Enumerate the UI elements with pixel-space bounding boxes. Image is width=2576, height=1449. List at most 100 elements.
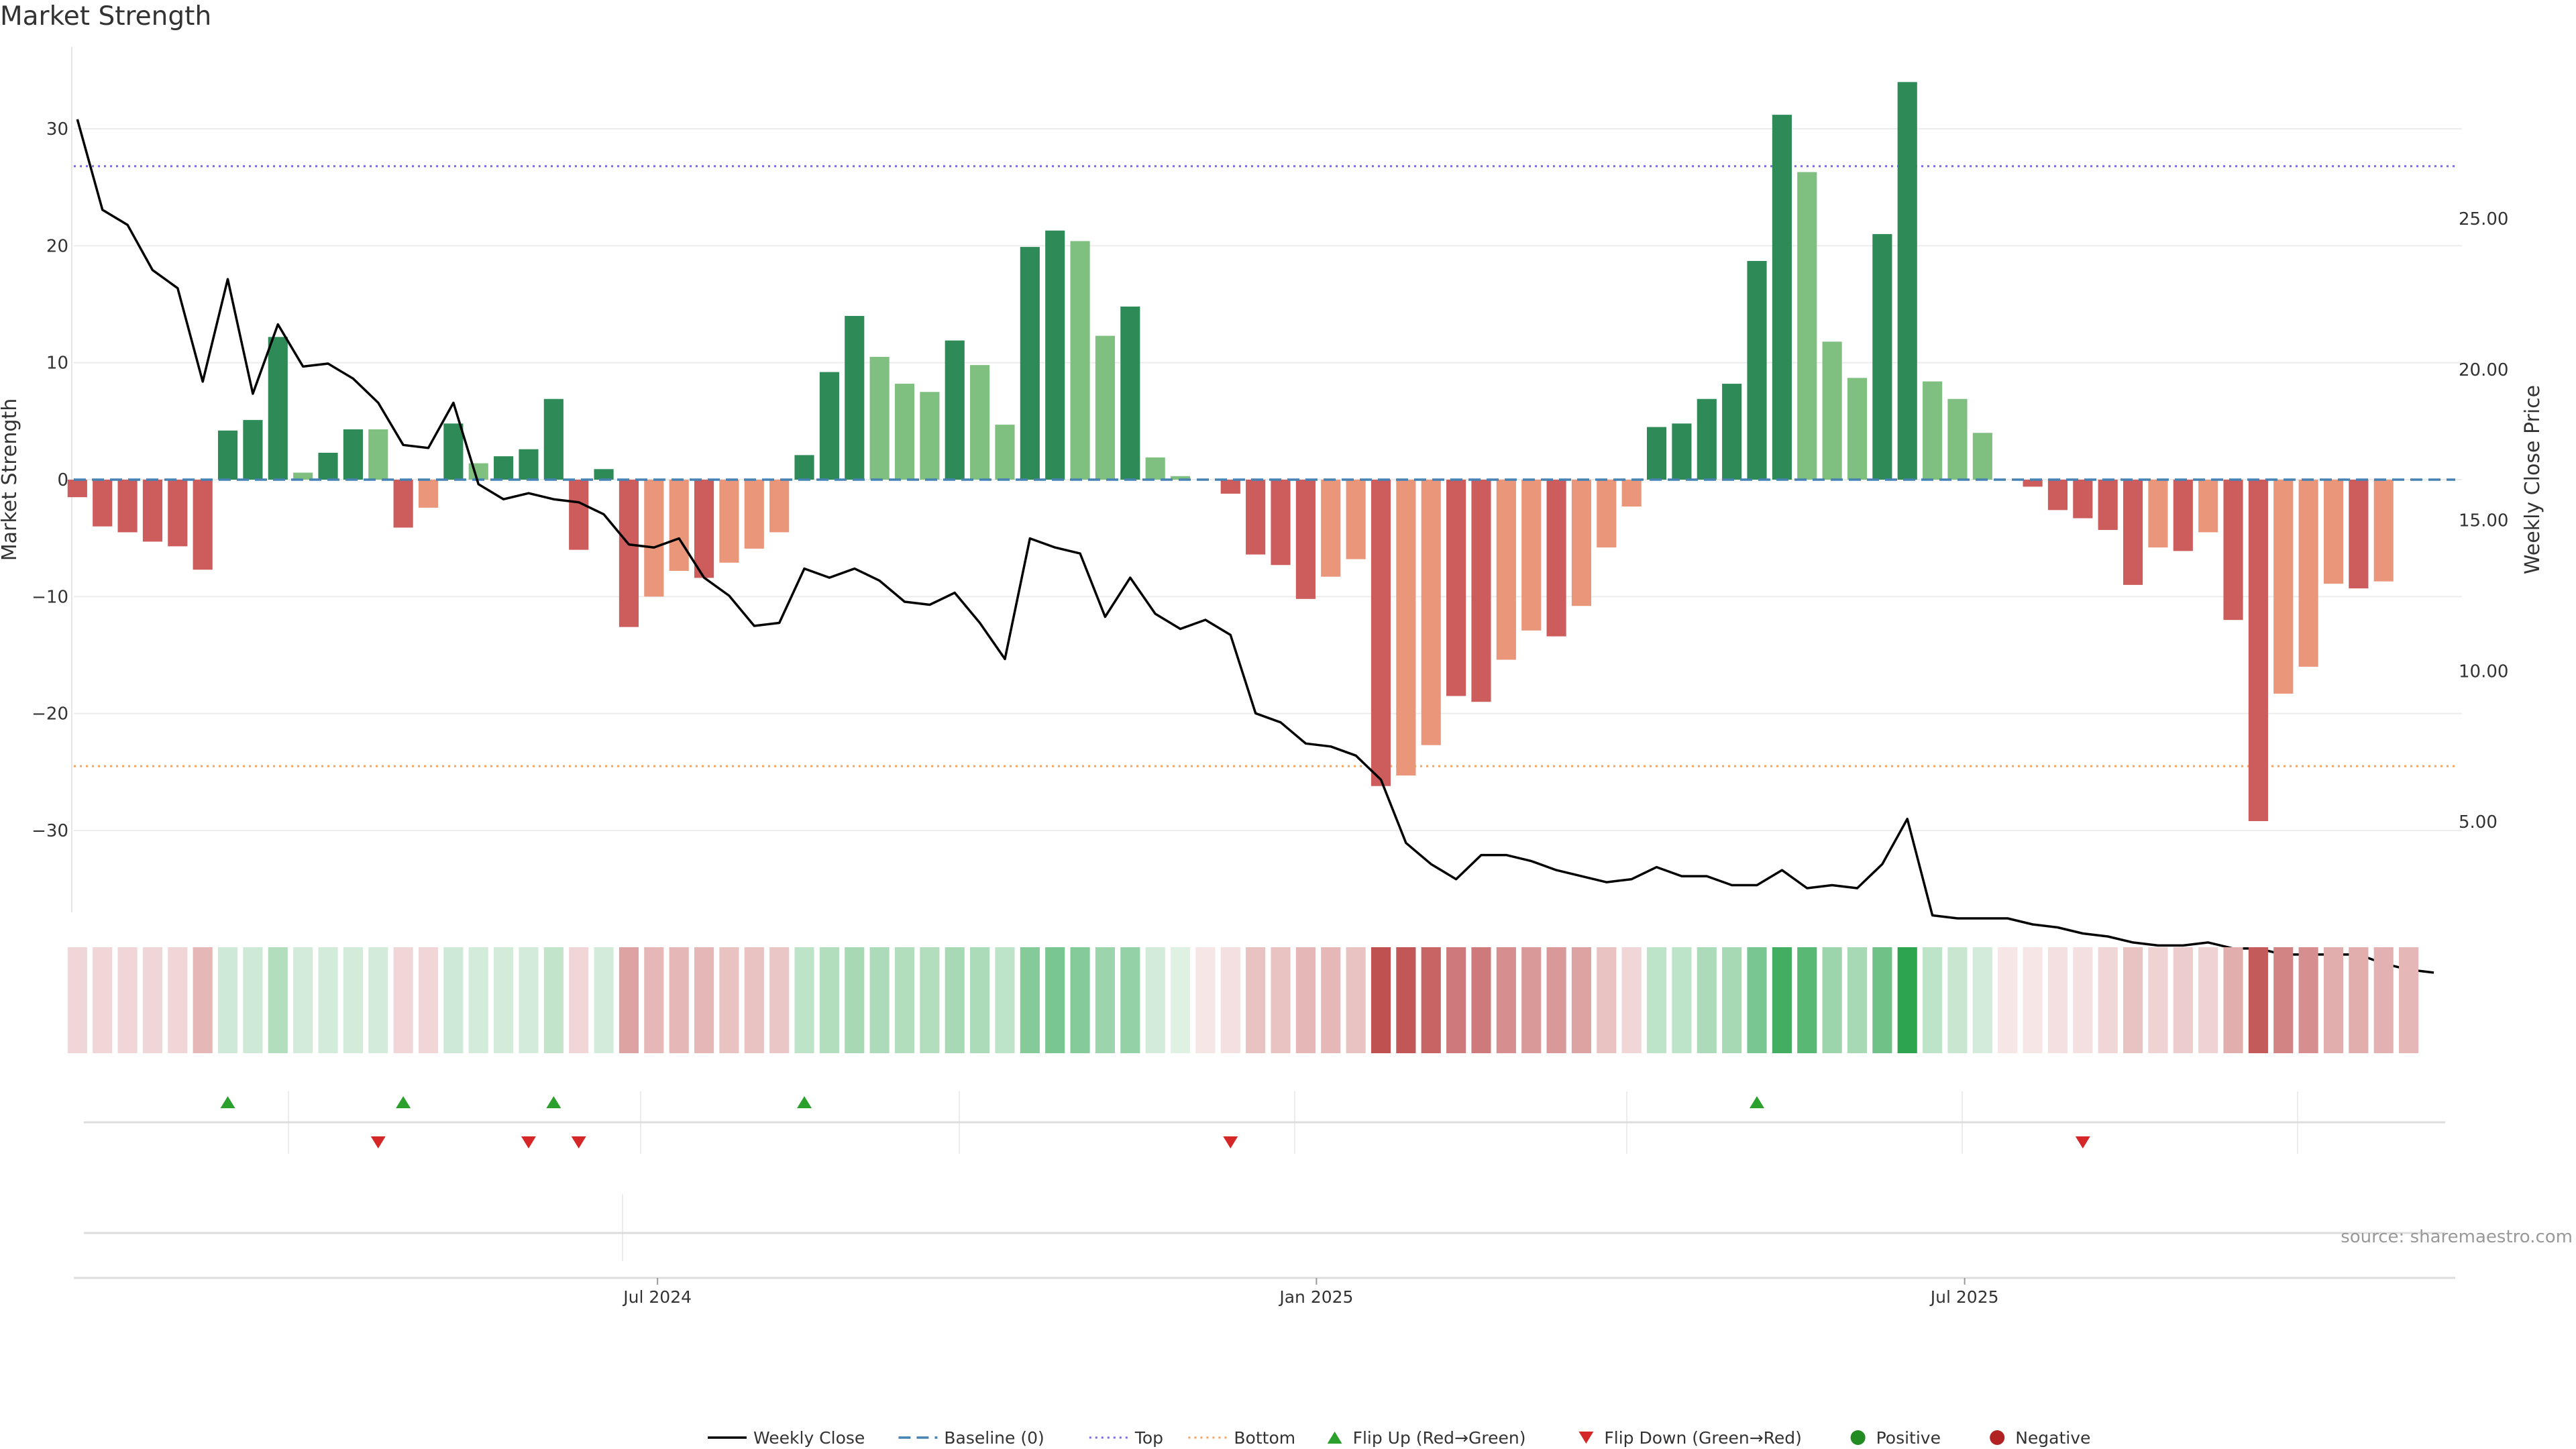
strength-bar	[2173, 480, 2193, 551]
heat-cell	[1697, 947, 1717, 1053]
heat-cell	[1722, 947, 1742, 1053]
heat-cell	[117, 947, 138, 1053]
strength-bar	[1095, 335, 1116, 480]
strength-bar	[543, 398, 564, 480]
heat-cell	[2223, 947, 2243, 1053]
heat-cell	[744, 947, 764, 1053]
heat-cell	[217, 947, 238, 1053]
strength-bar	[217, 430, 238, 480]
legend-positive-icon	[1850, 1430, 1866, 1445]
heat-cell	[1371, 947, 1391, 1053]
strength-bar	[343, 429, 363, 480]
heat-cell	[418, 947, 439, 1053]
strength-bar	[1145, 457, 1165, 480]
heat-cell	[2399, 947, 2419, 1053]
heat-cell	[67, 947, 87, 1053]
strength-bar	[1446, 480, 1466, 696]
heat-cell	[970, 947, 990, 1053]
strength-bar	[93, 480, 113, 527]
y2-tick-label: 10.00	[2459, 661, 2508, 682]
heat-cell	[845, 947, 865, 1053]
legend-item: Baseline (0)	[898, 1428, 1044, 1448]
y-axis-label: Market Strength	[0, 398, 21, 561]
heat-cell	[293, 947, 313, 1053]
heat-cell	[1346, 947, 1366, 1053]
legend-label: Flip Down (Green→Red)	[1604, 1428, 1802, 1448]
strength-bar	[368, 429, 388, 480]
strength-bar	[1822, 341, 1842, 480]
heat-cell	[644, 947, 664, 1053]
heat-cell	[769, 947, 790, 1053]
strength-bar	[569, 480, 589, 550]
strength-bar	[1772, 115, 1792, 480]
y2-tick-label: 5.00	[2459, 812, 2498, 833]
heat-cell	[243, 947, 263, 1053]
heat-cell	[1195, 947, 1216, 1053]
strength-bar	[1220, 480, 1240, 494]
legend-item: Negative	[1990, 1428, 2090, 1448]
strength-bar	[2298, 480, 2318, 667]
y-tick-label: 0	[57, 470, 68, 490]
strength-bar	[794, 455, 814, 480]
strength-bar	[1120, 307, 1140, 480]
strength-bar	[2123, 480, 2143, 585]
flip-down-marker	[370, 1136, 386, 1148]
strength-bar	[970, 365, 990, 480]
source-note: source: sharemaestro.com	[2341, 1227, 2573, 1247]
y2-axis-label: Weekly Close Price	[2521, 385, 2544, 574]
heat-cell	[2098, 947, 2118, 1053]
strength-bar	[845, 315, 865, 480]
y2-tick-label: 25.00	[2459, 209, 2508, 229]
strength-bar	[2047, 480, 2068, 511]
heat-cell	[1972, 947, 1992, 1053]
heat-cell	[2023, 947, 2043, 1053]
strength-bar	[769, 480, 790, 533]
heat-cell	[343, 947, 363, 1053]
y2-tick-label: 20.00	[2459, 360, 2508, 380]
heat-cell	[869, 947, 890, 1053]
heat-cell	[619, 947, 639, 1053]
strength-bar	[1947, 398, 1968, 480]
strength-bar	[67, 480, 87, 498]
heat-cell	[1847, 947, 1868, 1053]
strength-bar	[318, 452, 338, 480]
strength-bar	[819, 372, 839, 480]
flip-down-marker	[2075, 1136, 2090, 1148]
heat-cell	[168, 947, 188, 1053]
heat-cell	[669, 947, 689, 1053]
strength-bar	[1972, 433, 1992, 480]
strength-bar	[719, 480, 739, 563]
strength-bar	[1747, 261, 1767, 480]
strength-bar	[2098, 480, 2118, 530]
strength-bar	[243, 420, 263, 480]
strength-bar	[1271, 480, 1291, 566]
strength-bar	[519, 449, 539, 480]
heat-cell	[1897, 947, 1917, 1053]
strength-bar	[1697, 398, 1717, 480]
heat-cell	[393, 947, 413, 1053]
strength-bar	[2273, 480, 2294, 694]
flip-up-marker	[797, 1096, 812, 1108]
heat-cell	[995, 947, 1015, 1053]
strength-bar	[1346, 480, 1366, 559]
legend-label: Top	[1134, 1428, 1163, 1448]
flip-up-marker	[1750, 1096, 1765, 1108]
heat-cell	[2349, 947, 2369, 1053]
strength-bar	[1295, 480, 1316, 599]
heat-cell	[1020, 947, 1040, 1053]
heat-cell	[1295, 947, 1316, 1053]
strength-bar	[1797, 172, 1817, 480]
x-tick-label: Jul 2024	[622, 1287, 692, 1307]
legend-item: Top	[1089, 1428, 1163, 1448]
flip-up-marker	[546, 1096, 561, 1108]
flip-down-marker	[521, 1136, 536, 1148]
heat-cell	[1822, 947, 1842, 1053]
heat-cell	[1597, 947, 1617, 1053]
heat-cell	[1070, 947, 1090, 1053]
legend-item: Flip Down (Green→Red)	[1578, 1428, 1802, 1448]
y-tick-label: 20	[46, 236, 68, 256]
strength-bar	[1847, 378, 1868, 480]
strength-bar	[1672, 423, 1692, 480]
legend-label: Positive	[1876, 1428, 1941, 1448]
strength-bar	[945, 340, 965, 480]
